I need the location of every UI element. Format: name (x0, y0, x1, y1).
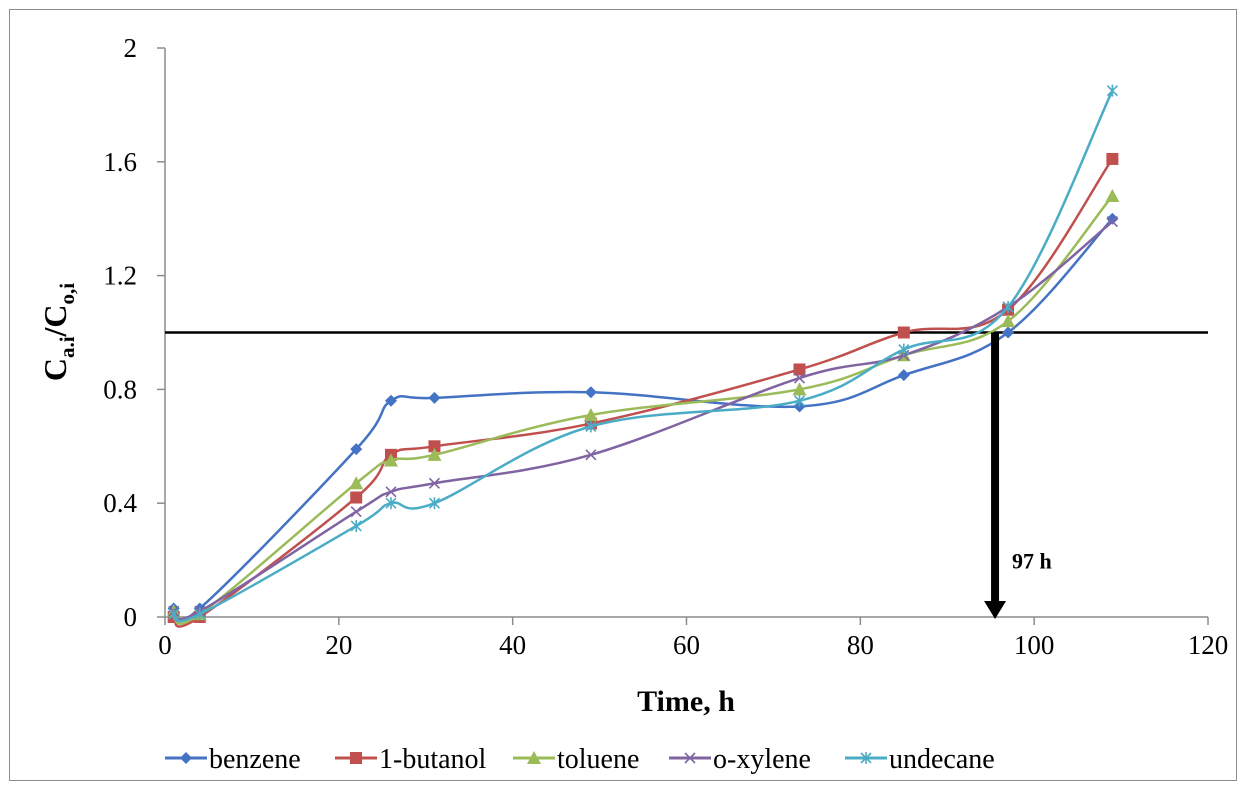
series-undecane (168, 84, 1118, 623)
legend-label: o-xylene (713, 744, 811, 775)
legend-item-benzene: benzene (165, 744, 301, 775)
data-point-1-butanol (428, 440, 441, 453)
data-point-o-xylene (350, 506, 362, 518)
series-toluene (166, 188, 1120, 626)
data-point-toluene (1105, 188, 1120, 202)
x-tick-label: 100 (1014, 630, 1055, 660)
data-point-toluene (383, 453, 398, 467)
x-tick-label: 0 (158, 630, 172, 660)
x-tick-label: 80 (847, 630, 874, 660)
y-axis-title-main2: C (37, 304, 73, 327)
data-point-o-xylene (385, 486, 397, 498)
x-axis-title: Time, h (637, 685, 735, 718)
data-point-benzene (584, 386, 597, 399)
legend-marker (180, 752, 192, 764)
legend-label: undecane (889, 744, 995, 775)
data-point-toluene (583, 408, 598, 422)
data-point-1-butanol (1106, 152, 1119, 165)
series-benzene (167, 212, 1119, 623)
data-point-o-xylene (585, 449, 597, 461)
data-point-undecane (898, 343, 910, 356)
data-point-benzene (897, 369, 910, 382)
data-point-benzene (350, 443, 363, 456)
data-point-undecane (585, 420, 597, 433)
data-point-toluene (349, 476, 364, 490)
legend-marker (350, 752, 362, 764)
annotation-arrow-head (984, 601, 1007, 619)
y-tick-label: 1.2 (103, 261, 137, 291)
legend-label: toluene (557, 744, 639, 775)
data-point-undecane (168, 608, 180, 621)
x-tick-label: 40 (499, 630, 526, 660)
x-tick-label: 60 (673, 630, 700, 660)
data-point-benzene (428, 391, 441, 404)
y-axis-title-sub1: a.i (55, 336, 79, 358)
series-o-xylene (168, 215, 1118, 621)
y-axis-title: Ca.i/Co,i (37, 283, 79, 381)
annotation-group: 97 h (984, 332, 1052, 619)
legend-label: 1-butanol (379, 744, 487, 775)
data-point-o-xylene (793, 372, 806, 384)
y-axis-title-main1: C (37, 358, 73, 381)
data-point-undecane (428, 497, 441, 510)
data-point-undecane (793, 394, 806, 407)
data-point-o-xylene (1106, 215, 1118, 228)
x-tick-label: 120 (1188, 630, 1229, 660)
y-tick-label: 0 (124, 602, 138, 632)
series-line-toluene (172, 195, 1114, 626)
legend-item-toluene: toluene (513, 744, 639, 775)
legend: benzene 1-butanol toluene o-xylene undecane (165, 744, 995, 775)
data-point-1-butanol (793, 363, 806, 376)
series-1-butanol (167, 152, 1119, 628)
legend-item-undecane: undecane (845, 744, 995, 775)
legend-item-1-butanol: 1-butanol (335, 744, 487, 775)
data-point-benzene (1106, 212, 1119, 225)
x-tick-label: 20 (325, 630, 352, 660)
data-point-toluene (1001, 314, 1016, 328)
data-point-benzene (1002, 326, 1015, 339)
legend-marker (684, 752, 696, 764)
data-point-1-butanol (350, 491, 363, 504)
data-point-undecane (1106, 84, 1118, 97)
data-point-o-xylene (428, 477, 441, 489)
axes: 00.40.81.21.620 20 40 60 80 100 120 (103, 33, 1228, 660)
series-line-o-xylene (173, 220, 1114, 621)
data-point-undecane (385, 497, 397, 510)
y-tick-label: 0.4 (103, 488, 137, 518)
series-line-undecane (173, 90, 1114, 623)
y-axis-title-sub2: o,i (55, 283, 79, 305)
data-point-toluene (792, 382, 807, 396)
data-point-undecane (1002, 300, 1014, 313)
y-axis-title-slash: / (37, 326, 73, 337)
y-tick-label: 2 (124, 33, 138, 63)
legend-item-o-xylene: o-xylene (669, 744, 811, 775)
series-group (166, 84, 1120, 628)
data-point-undecane (194, 608, 206, 621)
y-tick-label: 0.8 (103, 374, 137, 404)
data-point-undecane (350, 519, 362, 532)
annotation-label: 97 h (1012, 549, 1052, 574)
legend-label: benzene (209, 744, 301, 775)
data-point-benzene (384, 394, 397, 407)
y-tick-label: 1.6 (103, 147, 137, 177)
series-line-benzene (172, 217, 1114, 623)
data-point-1-butanol (897, 326, 910, 339)
series-line-1-butanol (173, 158, 1114, 628)
legend-marker (527, 751, 541, 764)
legend-marker (860, 752, 872, 764)
data-point-toluene (427, 447, 442, 461)
